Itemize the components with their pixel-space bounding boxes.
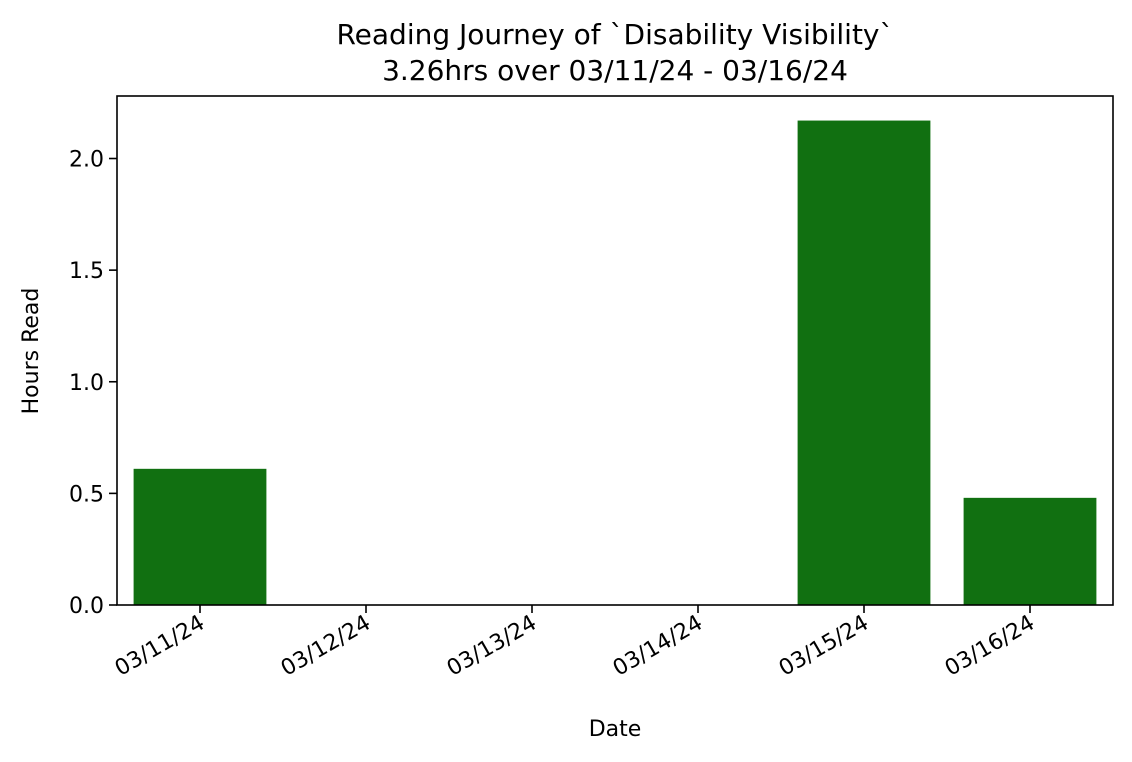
y-axis-label: Hours Read <box>19 288 44 415</box>
x-tick-label: 03/13/24 <box>443 611 541 682</box>
y-tick-label: 1.5 <box>69 259 104 284</box>
x-axis-label: Date <box>589 717 642 742</box>
bars-layer <box>133 120 1097 605</box>
y-tick-label: 0.5 <box>69 482 104 507</box>
y-tick-label: 2.0 <box>69 148 104 173</box>
x-tick-label: 03/14/24 <box>609 611 707 682</box>
y-tick-label: 1.0 <box>69 371 104 396</box>
plot-frame <box>116 95 1114 606</box>
x-tick-label: 03/12/24 <box>277 611 375 682</box>
bar-03-11-24 <box>133 468 267 605</box>
chart-title: Reading Journey of `Disability Visibilit… <box>336 18 893 51</box>
y-axis-ticks: 0.0 0.5 1.0 1.5 2.0 <box>69 148 117 619</box>
x-tick-label: 03/15/24 <box>775 611 873 682</box>
x-tick-label: 03/16/24 <box>941 611 1039 682</box>
x-axis-ticks: 03/11/24 03/12/24 03/13/24 03/14/24 03/15/24… <box>111 605 1039 682</box>
x-tick-label: 03/11/24 <box>111 611 209 682</box>
chart-subtitle: 3.26hrs over 03/11/24 - 03/16/24 <box>382 54 848 87</box>
bar-03-15-24 <box>797 120 931 605</box>
bar-03-16-24 <box>963 497 1097 605</box>
y-tick-label: 0.0 <box>69 594 104 619</box>
